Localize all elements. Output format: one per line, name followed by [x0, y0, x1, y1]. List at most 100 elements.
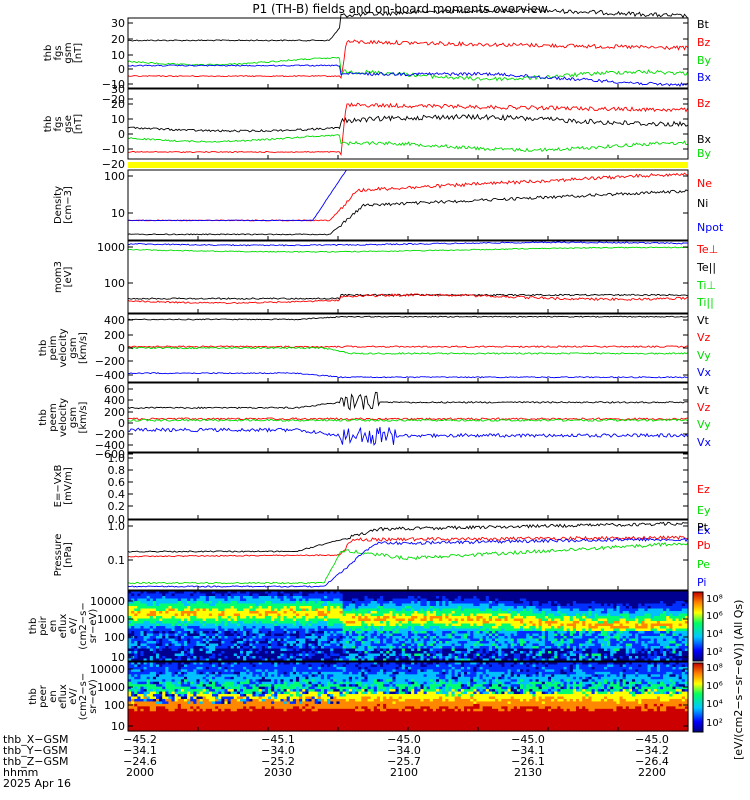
spectrogram-cell — [429, 596, 434, 600]
spectrogram-cell — [442, 643, 446, 647]
spectrogram-cell — [255, 638, 260, 642]
spectrogram-cell — [389, 623, 394, 627]
spectrogram-cell — [174, 651, 179, 655]
spectrogram-cell — [485, 623, 490, 627]
spectrogram-cell — [529, 628, 534, 632]
spectrogram-cell — [436, 646, 440, 650]
spectrogram-cell — [305, 636, 310, 640]
spectrogram-cell — [342, 603, 347, 607]
spectrogram-cell — [205, 653, 210, 657]
spectrogram-cell — [283, 598, 288, 602]
spectrogram-cell — [159, 643, 163, 647]
spectrogram-cell — [485, 621, 490, 625]
spectrogram-cell — [212, 643, 216, 647]
spectrogram-cell — [473, 646, 478, 650]
ylabel-line: [km/s] — [78, 401, 89, 433]
spectrogram-cell — [261, 606, 266, 610]
spectrogram-cell — [370, 638, 375, 642]
spectrogram-cell — [395, 608, 400, 612]
spectrogram-cell — [436, 596, 440, 600]
spectrogram-cell — [411, 651, 415, 655]
spectrogram-cell — [439, 596, 443, 600]
spectrogram-cell — [507, 656, 512, 660]
spectrogram-cell — [165, 621, 170, 625]
spectrogram-cell — [498, 613, 502, 617]
spectrogram-cell — [317, 633, 322, 637]
spectrogram-cell — [492, 638, 496, 642]
spectrogram-cell — [180, 631, 185, 635]
spectrogram-cell — [429, 651, 434, 655]
tick-label: −20 — [102, 93, 125, 106]
spectrogram-cell — [420, 611, 425, 615]
spectrogram-cell — [305, 593, 310, 597]
spectrogram-cell — [305, 651, 310, 655]
spectrogram-cell — [236, 646, 241, 650]
spectrogram-cell — [436, 643, 440, 647]
spectrogram-cell — [212, 591, 216, 595]
spectrogram-cell — [240, 658, 244, 662]
spectrogram-cell — [152, 601, 157, 605]
spectrogram-cell — [317, 621, 322, 625]
spectrogram-cell — [392, 638, 397, 642]
spectrogram-cell — [342, 631, 347, 635]
spectrogram-cell — [432, 606, 437, 610]
spectrogram-cell — [317, 591, 322, 595]
spectrogram-cell — [411, 648, 415, 652]
spectrogram-cell — [457, 611, 462, 615]
spectrogram-cell — [345, 628, 350, 632]
spectrogram-cell — [516, 641, 521, 645]
spectrogram-cell — [348, 623, 353, 627]
spectrogram-cell — [448, 653, 453, 657]
spectrogram-cell — [140, 613, 145, 617]
spectrogram-cell — [479, 656, 484, 660]
spectrogram-cell — [445, 593, 450, 597]
spectrogram-cell — [187, 598, 191, 602]
spectrogram-cell — [296, 596, 300, 600]
spectrogram-cell — [488, 621, 493, 625]
spectrogram-cell — [345, 626, 350, 630]
spectrogram-cell — [504, 638, 509, 642]
spectrogram-cell — [202, 651, 207, 655]
spectrogram-cell — [140, 651, 145, 655]
spectrogram-cell — [224, 656, 229, 660]
spectrogram-cell — [355, 616, 359, 620]
spectrogram-cell — [473, 623, 478, 627]
spectrogram-cell — [467, 653, 471, 657]
spectrogram-cell — [398, 621, 403, 625]
spectrogram-cell — [221, 593, 226, 597]
spectrogram-cell — [414, 613, 418, 617]
spectrogram-cell — [283, 601, 288, 605]
spectrogram-cell — [218, 656, 222, 660]
spectrogram-cell — [187, 651, 191, 655]
spectrogram-cell — [345, 641, 350, 645]
spectrogram-cell — [227, 603, 232, 607]
spectrogram-cell — [417, 626, 422, 630]
spectrogram-cell — [454, 616, 459, 620]
spectrogram-cell — [277, 593, 282, 597]
spectrogram-cell — [451, 646, 456, 650]
spectrogram-cell — [492, 593, 496, 597]
spectrogram-cell — [261, 618, 266, 622]
spectrogram-cell — [442, 646, 446, 650]
spectrogram-cell — [196, 601, 201, 605]
spectrogram-cell — [417, 606, 422, 610]
spectrogram-cell — [212, 618, 216, 622]
spectrogram-cell — [236, 653, 241, 657]
spectrogram-cell — [380, 608, 384, 612]
spectrogram-cell — [224, 646, 229, 650]
spectrogram-cell — [240, 636, 244, 640]
spectrogram-cell — [364, 626, 369, 630]
spectrogram-cell — [516, 611, 521, 615]
tick-label: 10 — [111, 207, 125, 220]
spectrogram-cell — [137, 601, 142, 605]
spectrogram-cell — [507, 653, 512, 657]
spectrogram-cell — [380, 601, 384, 605]
spectrogram-cell — [355, 596, 359, 600]
spectrogram-cell — [414, 611, 418, 615]
spectrogram-cell — [277, 608, 282, 612]
spectrogram-cell — [467, 591, 471, 595]
spectrogram-cell — [482, 651, 487, 655]
spectrogram-cell — [523, 643, 527, 647]
spectrogram-cell — [523, 651, 527, 655]
